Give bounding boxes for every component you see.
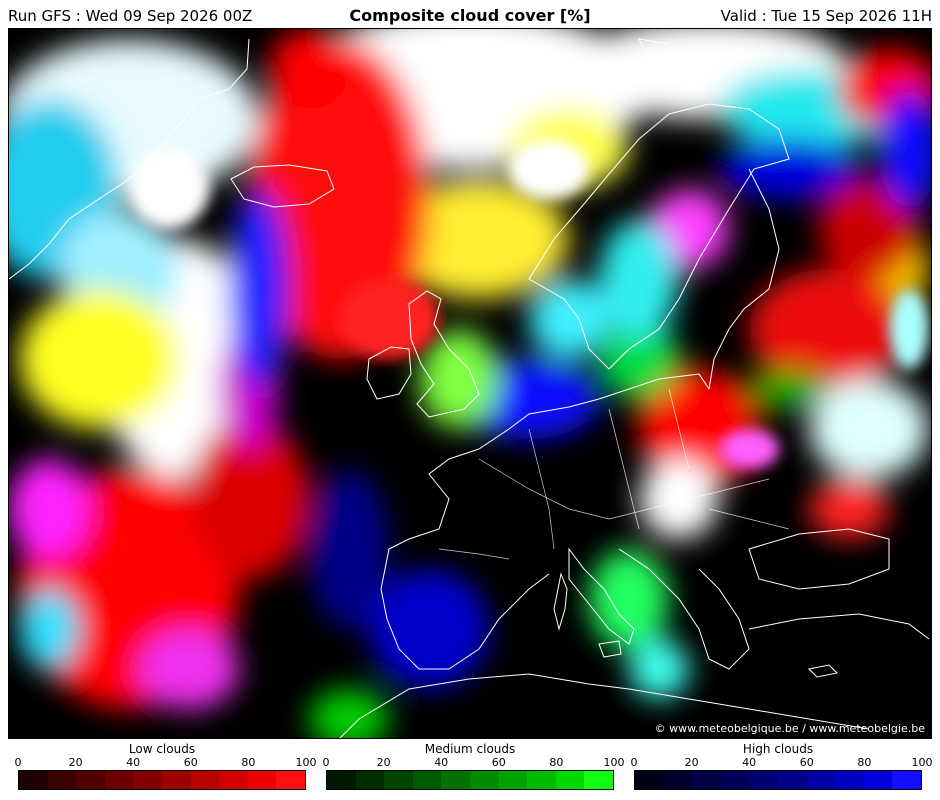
legend-color-step: [219, 771, 248, 789]
legend-low-clouds: Low clouds 0 20 40 60 80 100: [14, 742, 317, 792]
legend-tick: 20: [68, 756, 83, 769]
legend-tick: 40: [742, 756, 757, 769]
map-title: Composite cloud cover [%]: [349, 6, 591, 25]
legend-color-step: [412, 771, 442, 789]
legend-color-step: [133, 771, 162, 789]
cloud-cover-map: © www.meteobelgique.be / www.meteobelgie…: [8, 28, 932, 739]
legend-tick: 0: [630, 756, 638, 769]
legend-medium-clouds: Medium clouds 0 20 40 60 80 100: [322, 742, 625, 792]
legend-tick: 0: [322, 756, 330, 769]
legend-color-step: [327, 771, 356, 789]
legend-tick: 80: [857, 756, 872, 769]
legend-color-step: [76, 771, 105, 789]
legend-tick: 60: [491, 756, 506, 769]
legend-color-step: [384, 771, 413, 789]
header: Run GFS : Wed 09 Sep 2026 00Z Composite …: [0, 0, 940, 28]
legend-color-step: [276, 771, 305, 789]
legend-tick: 60: [183, 756, 198, 769]
legend-tick: 80: [549, 756, 564, 769]
legend-title: Low clouds: [128, 742, 196, 756]
legend-color-step: [584, 771, 613, 789]
cloud-map-graphic: [9, 29, 931, 738]
legend-color-step: [749, 771, 778, 789]
legend-tick: 40: [434, 756, 449, 769]
legend-color-step: [892, 771, 921, 789]
legend-color-step: [469, 771, 499, 789]
legend-color-step: [663, 771, 693, 789]
legend-color-step: [441, 771, 470, 789]
legend-color-step: [190, 771, 220, 789]
legend-tick: 40: [126, 756, 141, 769]
legend-color-step: [355, 771, 385, 789]
legend-ticks: 0 20 40 60 80 100: [630, 756, 933, 770]
legend-color-step: [863, 771, 893, 789]
legend-title: High clouds: [742, 742, 814, 756]
legend-color-step: [527, 771, 556, 789]
legend-color-step: [555, 771, 585, 789]
legend-color-step: [806, 771, 836, 789]
coastlines: [9, 38, 930, 738]
legend-tick: 20: [376, 756, 391, 769]
legend-color-step: [19, 771, 48, 789]
legend-color-step: [835, 771, 864, 789]
legend-color-step: [104, 771, 134, 789]
legend-tick: 100: [603, 756, 625, 769]
legend-high-clouds: High clouds 0 20 40 60 80 100: [630, 742, 933, 792]
legend-tick: 100: [911, 756, 933, 769]
valid-time-label: Valid : Tue 15 Sep 2026 11H: [720, 7, 932, 25]
run-label: Run GFS : Wed 09 Sep 2026 00Z: [8, 7, 253, 25]
legend-colorbar: [18, 770, 306, 790]
legend-colorbar: [634, 770, 922, 790]
legend-color-step: [498, 771, 528, 789]
legend-color-step: [720, 771, 750, 789]
legend-tick: 100: [295, 756, 317, 769]
legend-color-step: [47, 771, 77, 789]
copyright-notice: © www.meteobelgique.be / www.meteobelgie…: [654, 722, 925, 735]
legend-tick: 80: [241, 756, 256, 769]
legend-color-step: [692, 771, 721, 789]
legend-color-step: [247, 771, 277, 789]
legend-tick: 60: [799, 756, 814, 769]
legend-title: Medium clouds: [424, 742, 516, 756]
legend-ticks: 0 20 40 60 80 100: [14, 756, 317, 770]
legend-color-step: [635, 771, 664, 789]
legend-color-step: [161, 771, 191, 789]
legend-tick: 0: [14, 756, 22, 769]
legend-tick: 20: [684, 756, 699, 769]
legend-colorbar: [326, 770, 614, 790]
legend-ticks: 0 20 40 60 80 100: [322, 756, 625, 770]
legend-color-step: [777, 771, 807, 789]
